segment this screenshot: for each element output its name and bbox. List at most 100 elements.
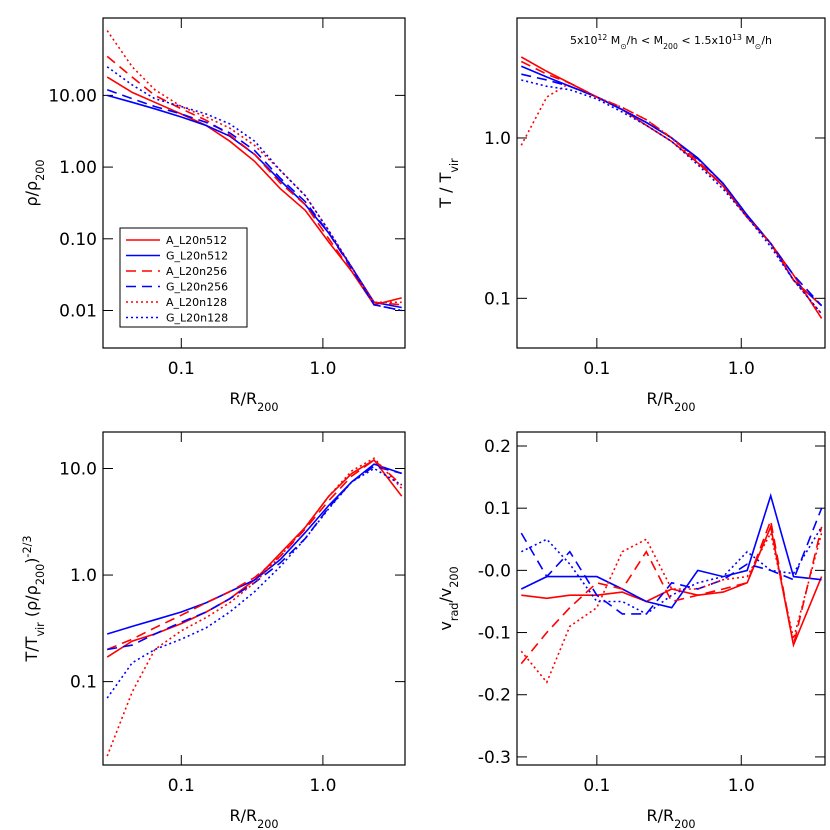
x-tick-label: 0.1 [168, 776, 195, 796]
label-part: vir [448, 158, 461, 173]
label-part: 200 [448, 566, 461, 587]
series-line [520, 82, 823, 315]
y-tick-label: 1.0 [484, 129, 511, 149]
label-part: /v [436, 588, 455, 603]
label-part: 200 [257, 401, 278, 414]
label-part: 200 [674, 401, 695, 414]
legend-label: G_L20n512 [166, 250, 228, 263]
x-axis-label: R/R200 [230, 389, 279, 414]
y-tick-label: 0.1 [484, 499, 511, 519]
label-part: (ρ/ρ [22, 585, 41, 622]
x-tick-label: 1.0 [728, 359, 755, 379]
x-tick-label: 1.0 [309, 776, 336, 796]
legend-label: A_L20n256 [166, 265, 227, 278]
series-line [106, 30, 402, 304]
label-part: v [436, 621, 455, 630]
series-line [106, 467, 403, 699]
legend-label: G_L20n256 [166, 281, 228, 294]
series-line [106, 463, 402, 635]
series-line [520, 526, 823, 615]
legend-label: A_L20n128 [166, 296, 227, 309]
x-tick-label: 0.1 [583, 359, 610, 379]
label-part: /h < M [627, 34, 663, 47]
label-part: R/R [230, 806, 258, 825]
x-tick-label: 1.0 [309, 359, 336, 379]
label-part: 200 [34, 159, 47, 180]
label-part: < 1.5x10 [678, 34, 732, 47]
series-line [520, 507, 823, 615]
series-line [520, 60, 823, 307]
plot-frame [516, 17, 826, 349]
y-tick-label: 0.2 [484, 437, 511, 457]
x-axis-label: R/R200 [230, 806, 279, 830]
legend-label: A_L20n512 [166, 234, 227, 247]
label-part: 200 [663, 42, 678, 51]
panel: 0.1 1.010.001.000.100.01R/R200ρ/ρ200A_L20… [22, 17, 406, 414]
series-line [106, 66, 402, 312]
label-part: R/R [230, 389, 258, 408]
y-axis-label: T/Tvir (ρ/ρ200)-2/3 [21, 536, 47, 663]
y-tick-label: 0.10 [59, 230, 97, 250]
label-part: ⊙ [755, 42, 761, 51]
series-line [521, 524, 823, 648]
y-tick-label: -0.0 [478, 561, 511, 581]
series-line [106, 457, 403, 757]
label-part: R/R [647, 806, 675, 825]
legend-box [119, 227, 248, 328]
label-part: ⊙ [620, 42, 626, 51]
series-line [106, 55, 402, 306]
panel: 0.1 1.00.20.1-0.0-0.1-0.2-0.3R/R200vrad/v… [436, 431, 826, 830]
label-part: /h [761, 34, 772, 47]
x-axis-label: R/R200 [647, 806, 696, 830]
label-part: -2/3 [21, 536, 34, 558]
series-line [107, 465, 402, 651]
legend-label: G_L20n128 [166, 312, 228, 325]
series-line [106, 76, 402, 306]
x-tick-label: 1.0 [728, 776, 755, 796]
series-line [521, 79, 823, 315]
label-part: 200 [257, 818, 278, 830]
y-tick-label: 1.00 [59, 158, 97, 178]
y-axis-label: ρ/ρ200 [22, 159, 47, 206]
y-tick-label: -0.3 [478, 748, 511, 768]
series-line [521, 73, 823, 307]
label-part: 200 [34, 564, 47, 585]
label-part: M [607, 34, 620, 47]
label-part: vir [34, 622, 47, 637]
plot-frame [102, 17, 406, 349]
plot-frame [102, 431, 406, 766]
label-part: R/R [647, 389, 675, 408]
y-tick-label: 10.00 [48, 86, 97, 106]
label-part: 200 [674, 818, 695, 830]
y-tick-label: 0.1 [70, 673, 97, 693]
y-axis-label: vrad/v200 [436, 566, 461, 630]
label-part: T/T [22, 636, 41, 662]
label-part: rad [448, 603, 461, 622]
label-part: 13 [732, 33, 742, 42]
label-part: ) [22, 558, 41, 564]
y-tick-label: 0.1 [484, 289, 511, 309]
label-part: ρ/ρ [22, 181, 41, 207]
y-tick-label: 1.0 [70, 566, 97, 586]
series-line [520, 492, 822, 609]
y-tick-label: 0.01 [59, 302, 97, 322]
label-part: M [742, 34, 755, 47]
series-line [520, 530, 823, 684]
series-line [106, 459, 403, 658]
label-part: 12 [598, 33, 608, 42]
y-tick-label: -0.1 [478, 624, 511, 644]
x-axis-label: R/R200 [647, 389, 696, 414]
plot-frame [516, 431, 826, 766]
y-tick-label: -0.2 [478, 686, 511, 706]
series-line [520, 65, 823, 307]
label-part: 5x10 [570, 34, 598, 47]
series-line [106, 459, 403, 651]
series-line [520, 56, 823, 319]
series-line [520, 517, 823, 665]
y-axis-label: T / Tvir [436, 158, 461, 209]
annotation: 5x1012 M⊙/h < M200 < 1.5x1013 M⊙/h [570, 33, 772, 51]
label-part: T / T [436, 172, 455, 208]
